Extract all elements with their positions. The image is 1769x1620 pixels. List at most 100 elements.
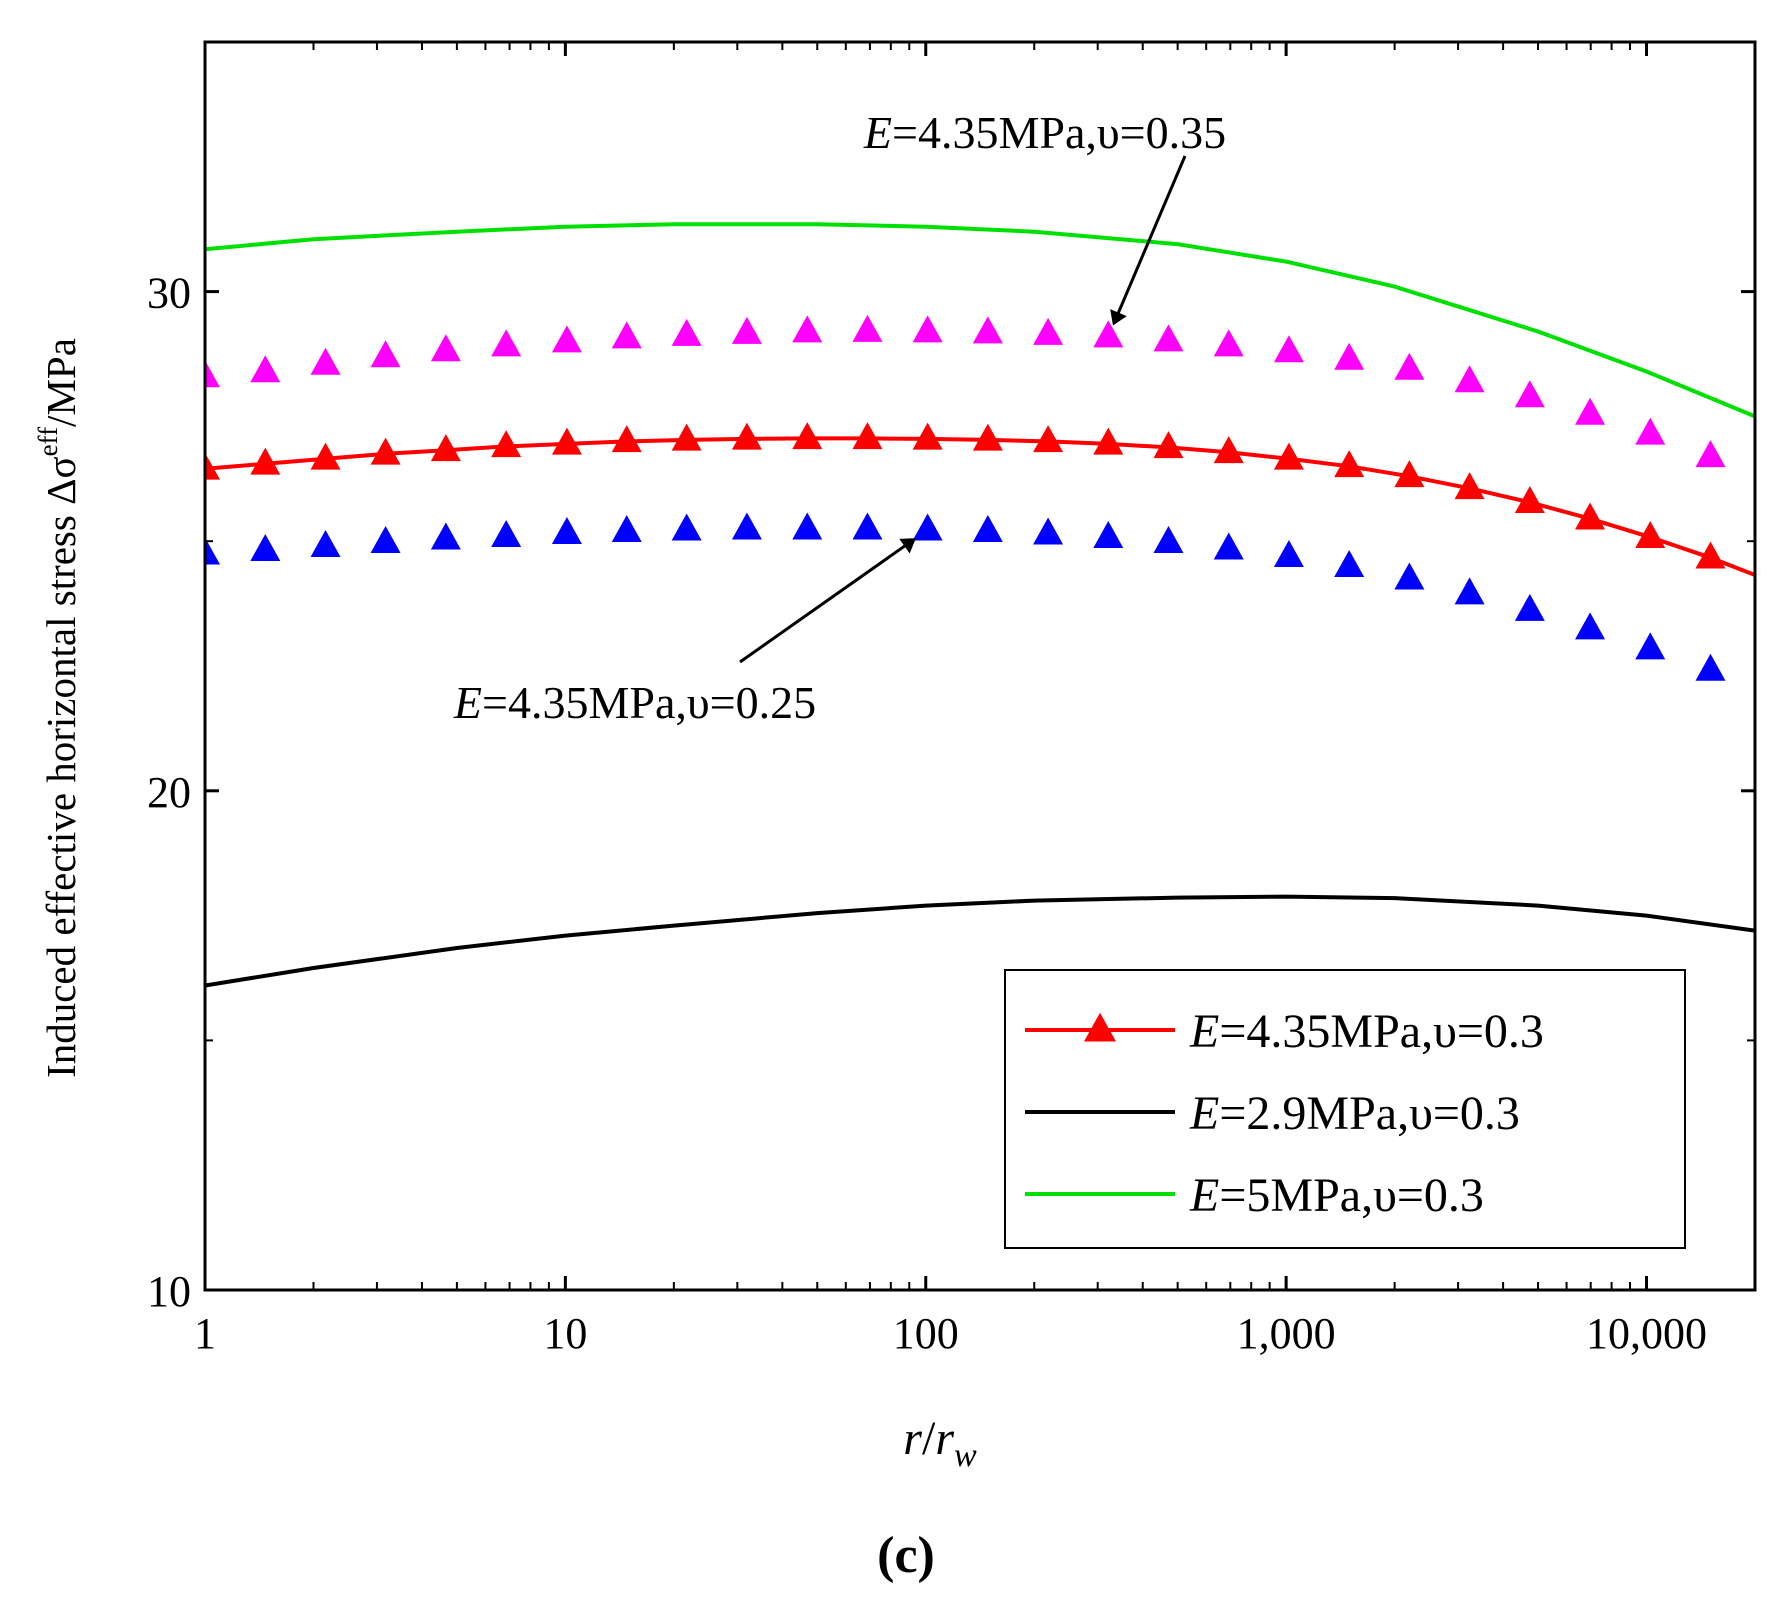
x-tick-label: 10,000: [1586, 1309, 1707, 1358]
data-point-red: [1093, 427, 1124, 455]
series-line-black: [205, 894, 1755, 988]
annotation-arrowhead: [899, 538, 916, 554]
legend-label-rest: =5MPa,υ=0.3: [1219, 1169, 1484, 1222]
legend-item-black: E=2.9MPa,υ=0.3: [1025, 1087, 1520, 1140]
data-point-magenta: [491, 329, 522, 357]
x-tick-label: 10: [543, 1309, 587, 1358]
data-point-magenta: [1394, 352, 1425, 380]
y-axis-title-unit: /MPa: [38, 338, 84, 427]
data-point-magenta: [1334, 342, 1365, 370]
x-axis-title: r/rw: [903, 1412, 977, 1474]
data-point-red: [250, 447, 281, 475]
data-point-blue: [731, 512, 762, 540]
legend-item-green: E=5MPa,υ=0.3: [1025, 1169, 1484, 1222]
data-point-magenta: [912, 315, 943, 343]
data-point-blue: [551, 517, 582, 545]
annotation-arrow-line: [739, 540, 912, 664]
x-axis-title-var2: r: [935, 1412, 954, 1465]
legend-label-rest: =4.35MPa,υ=0.3: [1219, 1005, 1544, 1058]
data-point-blue: [491, 520, 522, 548]
legend-label: E=2.9MPa,υ=0.3: [1189, 1087, 1520, 1140]
legend-label-italic: E: [1189, 1169, 1219, 1222]
data-point-red: [972, 423, 1003, 451]
data-point-blue: [792, 512, 823, 540]
data-point-red: [310, 442, 341, 470]
legend-box: [1004, 969, 1686, 1249]
data-point-red: [370, 437, 401, 465]
data-point-red: [205, 452, 220, 480]
y-tick-label: 10: [147, 1267, 191, 1316]
series-blue: [205, 512, 1726, 681]
y-axis-title-sup: eff: [33, 427, 63, 456]
series-green: [205, 222, 1755, 419]
legend-swatch-marker: [1084, 1012, 1116, 1042]
annotation-label: E=4.35MPa,υ=0.25: [453, 677, 816, 728]
data-point-red: [611, 425, 642, 453]
data-point-blue: [1213, 532, 1244, 560]
annotation-label-rest: =4.35MPa,υ=0.35: [892, 107, 1226, 158]
panel-label: (c): [877, 1527, 935, 1584]
data-point-red: [1334, 450, 1365, 478]
data-point-magenta: [671, 318, 702, 346]
data-point-blue: [205, 537, 220, 565]
data-point-magenta: [852, 314, 883, 342]
data-point-magenta: [792, 315, 823, 343]
data-point-blue: [912, 513, 943, 541]
data-point-magenta: [1093, 320, 1124, 348]
data-point-blue: [611, 515, 642, 543]
data-point-red: [1756, 565, 1769, 592]
annotation-label-rest: =4.35MPa,υ=0.25: [482, 677, 816, 728]
data-point-red: [1033, 425, 1064, 453]
x-axis-title-var1: r: [903, 1412, 922, 1465]
legend-label-italic: E: [1189, 1005, 1219, 1058]
y-axis-title: Induced effective horizontal stress Δσef…: [33, 338, 84, 1078]
data-point-red: [1153, 431, 1184, 459]
legend-label-rest: =2.9MPa,υ=0.3: [1219, 1087, 1520, 1140]
data-point-blue: [370, 525, 401, 553]
data-point-red: [551, 427, 582, 455]
data-point-blue: [1695, 653, 1726, 681]
annotation-arrowhead: [1110, 309, 1127, 326]
series-line-green: [205, 222, 1755, 419]
data-point-red: [1635, 521, 1666, 549]
data-point-magenta: [731, 316, 762, 344]
x-tick-label: 1,000: [1237, 1309, 1336, 1358]
y-tick-label: 30: [147, 269, 191, 318]
data-point-magenta: [972, 316, 1003, 344]
x-axis-title-slash: /: [922, 1412, 936, 1465]
data-point-blue: [1575, 612, 1606, 640]
y-tick-label: 20: [147, 768, 191, 817]
data-point-red: [792, 422, 823, 450]
series-black: [205, 894, 1755, 988]
data-point-red: [852, 422, 883, 450]
data-point-magenta: [310, 347, 341, 375]
legend-label: E=5MPa,υ=0.3: [1189, 1169, 1484, 1222]
data-point-blue: [250, 533, 281, 561]
data-point-magenta: [205, 360, 220, 388]
data-point-magenta: [1033, 317, 1064, 345]
legend-item-red: E=4.35MPa,υ=0.3: [1025, 1005, 1544, 1058]
data-point-blue: [1273, 539, 1304, 567]
data-point-blue: [1153, 525, 1184, 553]
data-point-red: [1514, 486, 1545, 514]
data-point-magenta: [1635, 417, 1666, 445]
data-point-magenta: [551, 325, 582, 353]
annotation-label-italic: E: [453, 677, 482, 728]
data-point-red: [1394, 460, 1425, 488]
data-point-magenta: [430, 334, 461, 362]
data-point-blue: [1093, 521, 1124, 549]
annotation-label: E=4.35MPa,υ=0.35: [863, 107, 1226, 158]
x-tick-label: 1: [194, 1309, 216, 1358]
annotation-arrow-line: [1113, 155, 1187, 321]
data-point-magenta: [370, 340, 401, 368]
data-point-blue: [1334, 549, 1365, 577]
data-point-magenta: [1213, 329, 1244, 357]
data-point-magenta: [611, 321, 642, 349]
data-point-red: [491, 430, 522, 458]
x-tick-label: 100: [893, 1309, 959, 1358]
data-point-blue: [1394, 562, 1425, 590]
plot-frame: [203, 40, 1757, 1292]
legend-label: E=4.35MPa,υ=0.3: [1189, 1005, 1544, 1058]
data-point-blue: [1454, 577, 1485, 605]
